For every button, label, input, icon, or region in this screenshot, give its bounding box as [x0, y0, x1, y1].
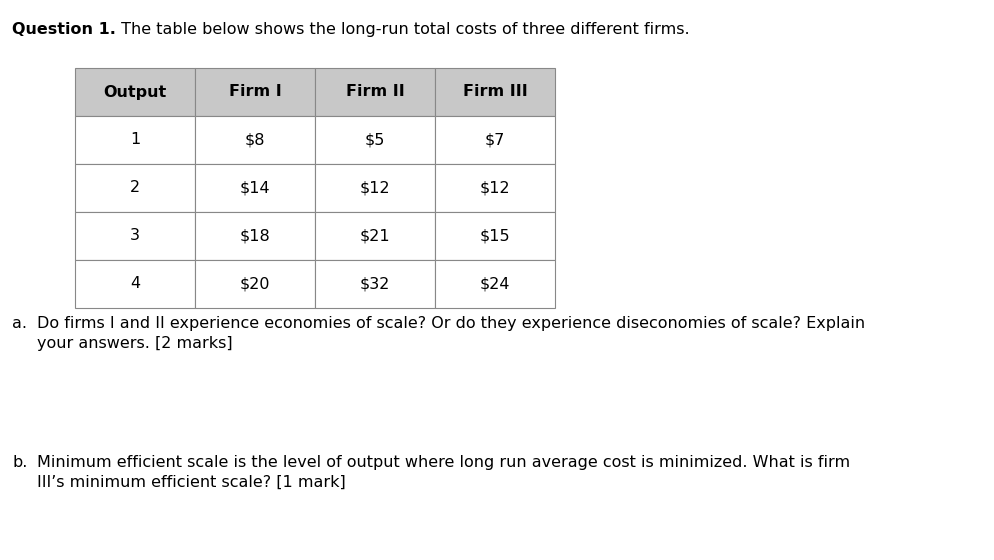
Bar [434, 68, 555, 116]
Text: b.: b. [12, 455, 28, 470]
Text: $32: $32 [360, 277, 390, 292]
Bar [195, 260, 315, 308]
Text: $5: $5 [365, 133, 385, 147]
Bar [75, 116, 195, 164]
Bar [434, 260, 555, 308]
Bar [315, 212, 434, 260]
Text: 2: 2 [130, 180, 140, 195]
Text: The table below shows the long-run total costs of three different firms.: The table below shows the long-run total… [115, 22, 689, 37]
Bar [75, 212, 195, 260]
Text: Question 1.: Question 1. [12, 22, 115, 37]
Bar [315, 260, 434, 308]
Bar [195, 68, 315, 116]
Bar [434, 116, 555, 164]
Text: $14: $14 [240, 180, 270, 195]
Bar [195, 164, 315, 212]
Bar [75, 68, 195, 116]
Text: a.: a. [12, 316, 27, 331]
Text: III’s minimum efficient scale? [1 mark]: III’s minimum efficient scale? [1 mark] [37, 475, 345, 490]
Text: Output: Output [103, 85, 166, 100]
Text: Firm III: Firm III [462, 85, 527, 100]
Text: 1: 1 [130, 133, 140, 147]
Text: Minimum efficient scale is the level of output where long run average cost is mi: Minimum efficient scale is the level of … [37, 455, 849, 470]
Text: Firm II: Firm II [345, 85, 404, 100]
Text: $20: $20 [240, 277, 270, 292]
Text: $8: $8 [245, 133, 265, 147]
Text: Firm I: Firm I [229, 85, 281, 100]
Text: 4: 4 [130, 277, 140, 292]
Text: $21: $21 [359, 228, 390, 244]
Text: your answers. [2 marks]: your answers. [2 marks] [37, 336, 233, 351]
Bar [195, 116, 315, 164]
Bar [195, 212, 315, 260]
Text: 3: 3 [130, 228, 140, 244]
Text: $24: $24 [479, 277, 510, 292]
Text: Do firms I and II experience economies of scale? Or do they experience diseconom: Do firms I and II experience economies o… [37, 316, 864, 331]
Text: $12: $12 [359, 180, 390, 195]
Text: $12: $12 [479, 180, 510, 195]
Bar [434, 212, 555, 260]
Bar [75, 164, 195, 212]
Bar [315, 164, 434, 212]
Bar [315, 116, 434, 164]
Text: $7: $7 [484, 133, 505, 147]
Text: $15: $15 [479, 228, 510, 244]
Text: $18: $18 [240, 228, 270, 244]
Bar [434, 164, 555, 212]
Bar [315, 68, 434, 116]
Bar [75, 260, 195, 308]
